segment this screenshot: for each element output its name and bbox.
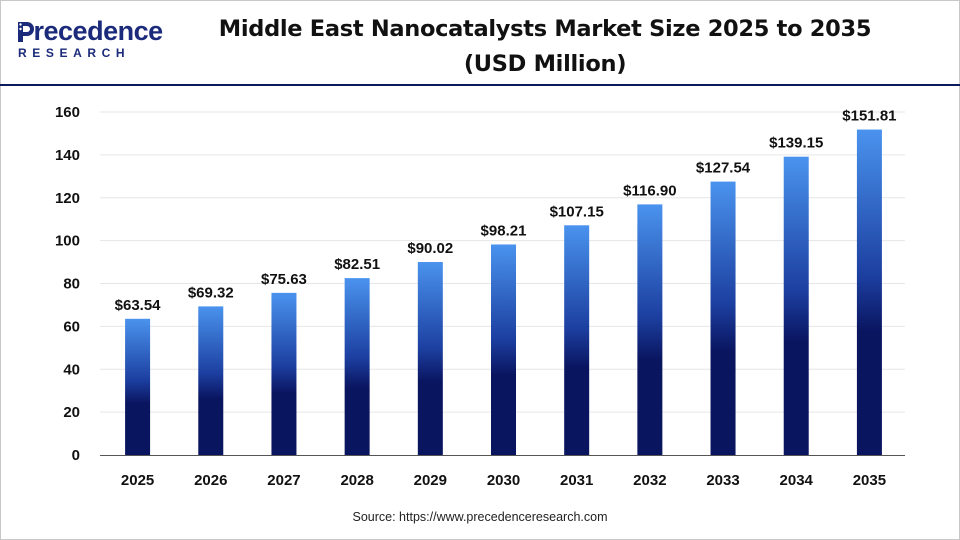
y-tick-label: 140 [55, 147, 80, 164]
header-divider [0, 84, 960, 86]
logo-p-icon [18, 22, 34, 42]
chart-title-line2: (USD Million) [463, 51, 627, 77]
data-label-2027: $75.63 [261, 271, 307, 288]
brand-subtitle: RESEARCH [18, 46, 131, 60]
x-tick-label-2034: 2034 [780, 472, 814, 489]
data-labels: $63.54 $69.32 $75.63 $82.51 $90.02 $98.21 $107… [115, 108, 897, 314]
x-tick-label-2027: 2027 [267, 472, 300, 489]
y-tick-label: 60 [63, 318, 80, 335]
bars [125, 129, 882, 455]
chart-title-line1: Middle East Nanocatalysts Market Size 20… [218, 16, 872, 42]
bar-2033 [710, 181, 736, 455]
x-tick-label-2035: 2035 [853, 472, 886, 489]
data-label-2030: $98.21 [481, 222, 527, 239]
data-label-2031: $107.15 [550, 203, 604, 220]
x-axis-ticks: 2025 2026 2027 2028 2029 2030 2031 2032 2033 2034… [121, 472, 886, 489]
bar-2028 [344, 278, 370, 455]
x-tick-label-2028: 2028 [340, 472, 373, 489]
data-label-2034: $139.15 [769, 135, 823, 152]
y-tick-label: 40 [63, 361, 80, 378]
bar-2029 [417, 262, 443, 455]
data-label-2032: $116.90 [623, 182, 676, 199]
data-label-2026: $69.32 [188, 284, 234, 301]
bar-2032 [637, 204, 663, 455]
x-tick-label-2032: 2032 [633, 472, 666, 489]
y-tick-label: 120 [55, 190, 80, 207]
chart-title: Middle East Nanocatalysts Market Size 20… [205, 12, 885, 82]
data-label-2029: $90.02 [407, 240, 453, 257]
y-tick-label: 160 [55, 104, 80, 121]
bar-2026 [198, 306, 224, 455]
x-tick-label-2030: 2030 [487, 472, 520, 489]
y-tick-label: 100 [55, 233, 80, 250]
brand-name: Precedence [16, 16, 164, 46]
x-tick-label-2033: 2033 [706, 472, 739, 489]
y-tick-label: 0 [72, 447, 80, 464]
data-label-2035: $151.81 [842, 108, 896, 125]
source-note: Source: https://www.precedenceresearch.c… [352, 510, 608, 524]
y-tick-label: 80 [63, 276, 80, 293]
x-tick-label-2031: 2031 [560, 472, 593, 489]
header: Precedence RESEARCH Middle East Nanocata… [0, 0, 960, 84]
bar-2031 [564, 225, 590, 455]
bar-chart: 0 20 40 60 80 100 120 140 160 $63.54 $69.32 $75.63… [55, 104, 905, 489]
bar-2035 [856, 129, 882, 455]
y-axis-ticks: 0 20 40 60 80 100 120 140 160 [55, 104, 80, 464]
brand-logo: Precedence RESEARCH [16, 16, 166, 66]
y-tick-label: 20 [63, 404, 80, 421]
bar-2027 [271, 292, 297, 455]
x-tick-label-2025: 2025 [121, 472, 154, 489]
x-tick-label-2029: 2029 [414, 472, 447, 489]
data-label-2028: $82.51 [334, 256, 380, 273]
bar-2034 [783, 156, 809, 455]
x-tick-label-2026: 2026 [194, 472, 227, 489]
bar-2030 [491, 244, 516, 455]
bar-2025 [125, 318, 151, 455]
brand-name-rest: recedence [33, 16, 164, 46]
data-label-2025: $63.54 [115, 297, 162, 314]
data-label-2033: $127.54 [696, 160, 751, 177]
